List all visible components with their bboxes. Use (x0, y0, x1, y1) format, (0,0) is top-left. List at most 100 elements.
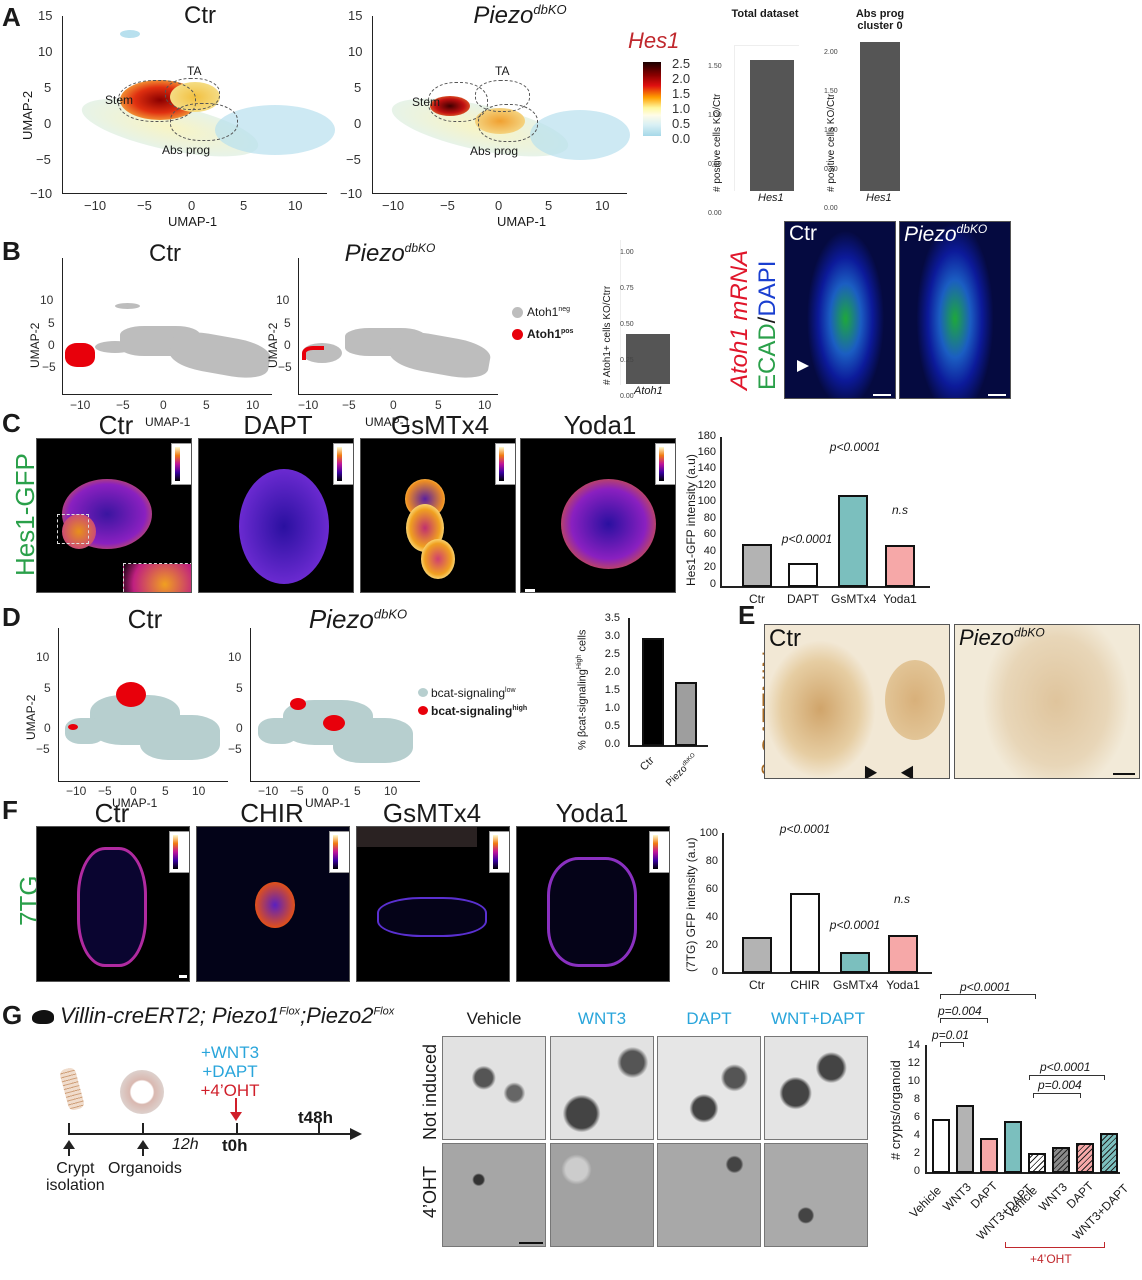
ytick: 5 (354, 80, 362, 95)
bf-image-4oht-dapt (657, 1143, 761, 1247)
ytick: 10 (228, 650, 242, 664)
ytick: −5 (36, 742, 50, 756)
ytick: 10 (38, 44, 53, 59)
xcat: WNT3 (940, 1180, 974, 1214)
column-title: GsMTx4 (390, 410, 490, 440)
umap-title: PiezodbKO (344, 240, 436, 267)
xtick: −10 (84, 198, 107, 213)
bar-yoda1 (888, 935, 918, 973)
bar-dapt (788, 563, 818, 587)
yticks: 1.00 0.75 0.50 0.25 0.00 (620, 249, 634, 400)
panel-label-a: A (2, 2, 21, 32)
pvalue: p<0.0001 (1040, 1060, 1091, 1074)
column-title: WNT+DAPT (771, 1009, 865, 1028)
pvalue: p<0.0001 (779, 822, 831, 836)
xtick: 5 (162, 784, 169, 798)
bar-wnt3-dapt-4oht (1100, 1133, 1118, 1173)
legend-item: bcat-signalinghigh (418, 701, 527, 719)
ytick: 40 (703, 545, 716, 557)
umap-a-ko: PiezodbKO 15 10 5 0 −5 −10 −10 −5 0 5 10… (320, 0, 630, 213)
organoid-icon (120, 1070, 164, 1114)
ytick: 160 (697, 446, 716, 458)
ytick: 0 (44, 116, 52, 131)
pvalue: p=0.01 (932, 1028, 970, 1042)
pvalue: p<0.0001 (829, 918, 881, 932)
umap-title: Ctr (184, 2, 216, 29)
xtick: 0 (495, 198, 503, 213)
cluster-label-stem: Stem (105, 93, 134, 107)
image-label: PiezodbKO (904, 222, 988, 246)
pvalue: n.s (893, 892, 910, 906)
xtick: −5 (116, 398, 130, 412)
chart-title: Abs prog cluster 0 (855, 8, 905, 32)
comparison-bracket (1033, 1093, 1081, 1098)
pvalue: p=0.004 (1038, 1078, 1082, 1092)
bar-hes1 (750, 60, 794, 191)
image-label: Ctr (769, 625, 801, 652)
xtick: 10 (595, 198, 610, 213)
bar-ko (675, 682, 697, 746)
xlabel: UMAP-1 (145, 415, 191, 429)
ylabel: UMAP-2 (20, 90, 35, 140)
bar-hes1 (860, 42, 900, 191)
xtick: 5 (240, 198, 248, 213)
ytick: 1.5 (604, 684, 620, 696)
xtick: −5 (342, 398, 356, 412)
bar-chart-abs-prog: Abs prog cluster 0 2.00 1.50 1.00 0.50 0.00 #… (810, 0, 920, 212)
arrow-up-icon (63, 1140, 75, 1149)
xtick: −5 (440, 198, 455, 213)
xcat: Hes1 (866, 192, 892, 204)
bar-chart-atoh1: 1.00 0.75 0.50 0.25 0.00 # Atoh1+ cells KO/C… (590, 225, 710, 400)
xcat: Hes1 (758, 192, 784, 204)
bar-chart-hes1-gfp: 180 160 140 120 100 80 60 40 20 0 Hes1-G… (680, 410, 940, 610)
pvalue: n.s (891, 503, 908, 517)
arrowhead-icon (797, 360, 809, 372)
ytick: 100 (699, 827, 718, 839)
bar-atoh1 (626, 334, 670, 384)
ytick: 6 (913, 1111, 920, 1123)
ytick: −5 (346, 152, 361, 167)
row-label: 4’OHT (420, 1165, 440, 1218)
ytick: 2.5 (604, 648, 620, 660)
xcat: Yoda1 (886, 978, 920, 992)
colorbar-title: Hes1 (628, 28, 680, 53)
xcat: WNT3 (1036, 1180, 1070, 1214)
treatment-list: +WNT3 +DAPT +4’OHT (200, 1043, 260, 1100)
cluster-label-abs-prog: Abs prog (162, 143, 211, 157)
ytick: −10 (30, 186, 53, 201)
xcat: DAPT (786, 592, 819, 606)
xtick: 5 (203, 398, 210, 412)
ytick: 8 (913, 1093, 920, 1105)
ytick: 0 (711, 966, 718, 978)
xtick: −10 (298, 398, 319, 412)
ytick: 15 (38, 8, 53, 23)
ytick: 14 (907, 1039, 920, 1051)
umap-d-ctr: Ctr 10 5 0 −5 UMAP-2 −10 −5 0 5 10 (20, 600, 228, 798)
hes1-image-ctr (36, 438, 192, 593)
ylabel: UMAP-2 (24, 694, 38, 740)
xtick: −10 (70, 398, 91, 412)
xtick: 5 (435, 398, 442, 412)
scale-bar (873, 394, 891, 396)
arrow-right-icon (350, 1128, 362, 1140)
image-label: Ctr (789, 222, 817, 245)
cluster-label-ta: TA (495, 64, 510, 78)
bar-wnt3-dapt (1004, 1121, 1022, 1173)
t48-label: t48h (298, 1108, 333, 1127)
ihc-image-ko: PiezodbKO (954, 624, 1140, 779)
ylabel: UMAP-2 (28, 322, 42, 368)
7tg-image-gsmtx4 (356, 826, 510, 982)
bar-gsmtx4 (838, 495, 868, 587)
ytick: 10 (40, 293, 54, 307)
ytick: 10 (36, 650, 50, 664)
column-title: Ctr (94, 798, 130, 828)
arrow-down-icon (235, 1098, 237, 1116)
umap-a-ctr: Ctr 15 10 5 0 −5 −10 −10 −5 0 5 10 UMAP-… (20, 0, 335, 213)
atoh1-image-label: Atoh1 mRNA ECAD/DAPI (726, 249, 781, 390)
ylabel: # Atoh1+ cells KO/Ctrr (602, 285, 613, 385)
row-label: Not induced (420, 1043, 440, 1140)
ytick: 4 (913, 1129, 920, 1141)
xtick: −5 (290, 784, 304, 798)
xtick: −5 (98, 784, 112, 798)
column-title: WNT3 (577, 1009, 627, 1028)
